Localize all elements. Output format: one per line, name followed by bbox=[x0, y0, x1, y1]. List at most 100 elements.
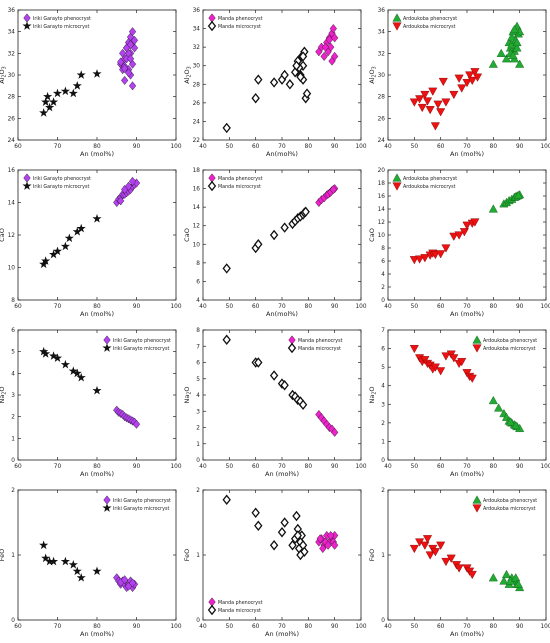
y-tick-label: 1 bbox=[196, 442, 200, 448]
legend-label: Iriki Garayto phenocryst bbox=[33, 176, 91, 182]
x-tick-label: 70 bbox=[278, 144, 286, 150]
data-point bbox=[124, 181, 133, 191]
data-point bbox=[254, 74, 263, 85]
x-tick-label: 90 bbox=[516, 304, 524, 310]
legend-label: Ardoukoba microcryst bbox=[483, 346, 536, 352]
plot-frame bbox=[17, 489, 177, 621]
panel-3-1: 40 50 60 70 80 90 100 0 1 2 An (mol%) FeO Manda phen… bbox=[183, 488, 367, 638]
data-point bbox=[251, 92, 260, 104]
y-tick-label: 32 bbox=[378, 51, 386, 57]
x-tick-label: 100 bbox=[540, 624, 550, 630]
plot-frame bbox=[387, 489, 547, 621]
data-point bbox=[68, 88, 78, 98]
y-tick-label: 4 bbox=[11, 371, 15, 377]
y-tick-label: 4 bbox=[196, 393, 200, 399]
panel-0-1: 40 50 60 70 80 90 100 22 24 26 28 30 32 34 36 An(mol%) A… bbox=[183, 8, 367, 158]
data-point bbox=[41, 256, 51, 265]
x-axis-label: An (mol%) bbox=[80, 470, 114, 478]
data-point bbox=[465, 71, 475, 80]
data-point bbox=[446, 554, 456, 563]
series-ardoukoba-phenocryst bbox=[488, 569, 525, 592]
x-axis-label: An (mol%) bbox=[450, 310, 484, 318]
data-point bbox=[488, 573, 498, 582]
x-tick-label: 80 bbox=[305, 464, 313, 470]
data-point bbox=[121, 63, 129, 74]
x-tick-label: 100 bbox=[355, 304, 366, 310]
series-iriki-garayto-microcryst bbox=[39, 346, 102, 395]
series-manda-microcryst bbox=[222, 334, 308, 410]
x-axis-label: An (mol%) bbox=[265, 470, 299, 478]
legend: Manda phenocryst Manda microcryst bbox=[207, 597, 263, 616]
data-point bbox=[319, 543, 327, 554]
data-point bbox=[293, 530, 302, 541]
data-point bbox=[298, 51, 308, 62]
series-ardoukoba-microcryst bbox=[409, 345, 477, 383]
y-tick-label: 28 bbox=[378, 95, 386, 101]
x-tick-label: 100 bbox=[170, 464, 181, 470]
y-tick-label: 30 bbox=[193, 64, 201, 70]
data-point bbox=[124, 68, 133, 78]
x-axis-label: An (mol%) bbox=[265, 630, 299, 638]
series-ardoukoba-microcryst bbox=[409, 218, 480, 265]
y-axis-label: FeO bbox=[368, 549, 376, 562]
data-point bbox=[76, 372, 86, 382]
series-manda-phenocryst bbox=[315, 530, 339, 554]
data-point bbox=[92, 566, 102, 576]
legend-marker bbox=[392, 22, 402, 31]
data-point bbox=[298, 60, 308, 71]
y-axis-label: Na2O bbox=[368, 386, 378, 403]
data-point bbox=[130, 35, 139, 45]
data-point bbox=[45, 102, 55, 112]
x-tick-label: 70 bbox=[463, 464, 471, 470]
data-point bbox=[128, 27, 137, 37]
y-axis-label: CaO bbox=[0, 228, 6, 242]
y-tick-label: 30 bbox=[8, 73, 16, 79]
x-tick-label: 50 bbox=[226, 304, 234, 310]
data-point bbox=[128, 176, 137, 186]
x-tick-label: 70 bbox=[278, 624, 286, 630]
x-tick-label: 70 bbox=[463, 624, 471, 630]
y-tick-label: 2 bbox=[196, 426, 200, 432]
x-tick-label: 70 bbox=[54, 304, 62, 310]
data-point bbox=[52, 88, 63, 98]
data-point bbox=[222, 122, 231, 134]
x-tick-label: 80 bbox=[305, 144, 313, 150]
x-tick-label: 80 bbox=[93, 464, 101, 470]
y-tick-label: 7 bbox=[196, 344, 200, 350]
y-axis-label: Al2O3 bbox=[368, 66, 378, 84]
legend-marker bbox=[22, 181, 32, 190]
x-tick-label: 90 bbox=[331, 624, 339, 630]
data-point bbox=[292, 60, 301, 71]
data-point bbox=[292, 510, 301, 522]
data-point bbox=[511, 421, 521, 430]
y-axis-label: Al2O3 bbox=[0, 66, 8, 84]
data-point bbox=[467, 570, 477, 580]
y-tick-label: 26 bbox=[8, 116, 16, 122]
legend-marker bbox=[472, 344, 482, 353]
legend-marker bbox=[392, 173, 402, 182]
legend-label: Manda phenocryst bbox=[218, 16, 263, 22]
data-point bbox=[277, 527, 287, 538]
y-tick-label: 6 bbox=[381, 347, 385, 353]
data-point bbox=[60, 359, 70, 369]
x-axis-label: An (mol%) bbox=[450, 150, 484, 158]
x-tick-label: 70 bbox=[54, 624, 62, 630]
y-tick-label: 34 bbox=[193, 27, 201, 33]
data-point bbox=[513, 190, 523, 199]
y-axis-label: FeO bbox=[0, 549, 6, 562]
data-point bbox=[68, 559, 78, 569]
data-point bbox=[68, 366, 78, 376]
legend-label: Ardoukoba microcryst bbox=[483, 506, 536, 512]
legend-marker bbox=[207, 180, 217, 192]
data-point bbox=[409, 345, 419, 354]
x-tick-label: 70 bbox=[463, 304, 471, 310]
y-tick-label: 0 bbox=[11, 458, 15, 464]
panel-3-0: 60 70 80 90 100 0 1 2 An (mol%) FeO Iriki Garayto … bbox=[0, 488, 182, 638]
data-point bbox=[45, 556, 55, 566]
legend-label: Manda microcryst bbox=[218, 184, 261, 190]
legend-label: Iriki Garayto microcryst bbox=[113, 346, 169, 352]
x-tick-label: 80 bbox=[93, 304, 101, 310]
y-tick-label: 14 bbox=[8, 201, 16, 207]
series-ardoukoba-phenocryst bbox=[488, 21, 525, 68]
data-point bbox=[331, 540, 339, 550]
